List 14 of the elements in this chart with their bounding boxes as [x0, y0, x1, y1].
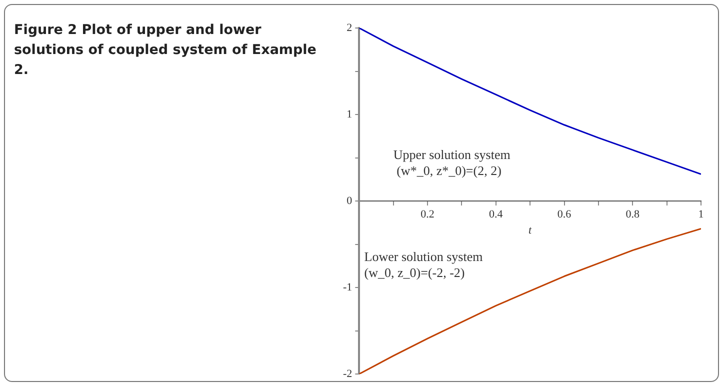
x-tick-label: 1	[698, 208, 704, 220]
x-tick-label: 0.6	[557, 208, 572, 220]
annotation: Upper solution system (w*_0, z*_0)=(2, 2)	[393, 147, 510, 178]
y-tick-label: 0	[346, 194, 353, 207]
text: Figure 2 Plot of upper and lower solutions of coupled system of Example 2.	[14, 21, 318, 80]
y-tick-label: -2	[342, 368, 352, 380]
x-axis-title: t	[528, 224, 533, 237]
x-tick-label: 0.8	[626, 208, 640, 220]
x-tick-label: 0.2	[420, 208, 434, 220]
y-tick-label: -1	[342, 281, 352, 294]
y-tick-label: 2	[346, 22, 352, 34]
y-tick-label: 1	[346, 108, 352, 120]
annotation: Lower solution system (w_0, z_0)=(-2, -2)	[364, 249, 483, 280]
x-tick-label: 0.4	[489, 208, 504, 220]
